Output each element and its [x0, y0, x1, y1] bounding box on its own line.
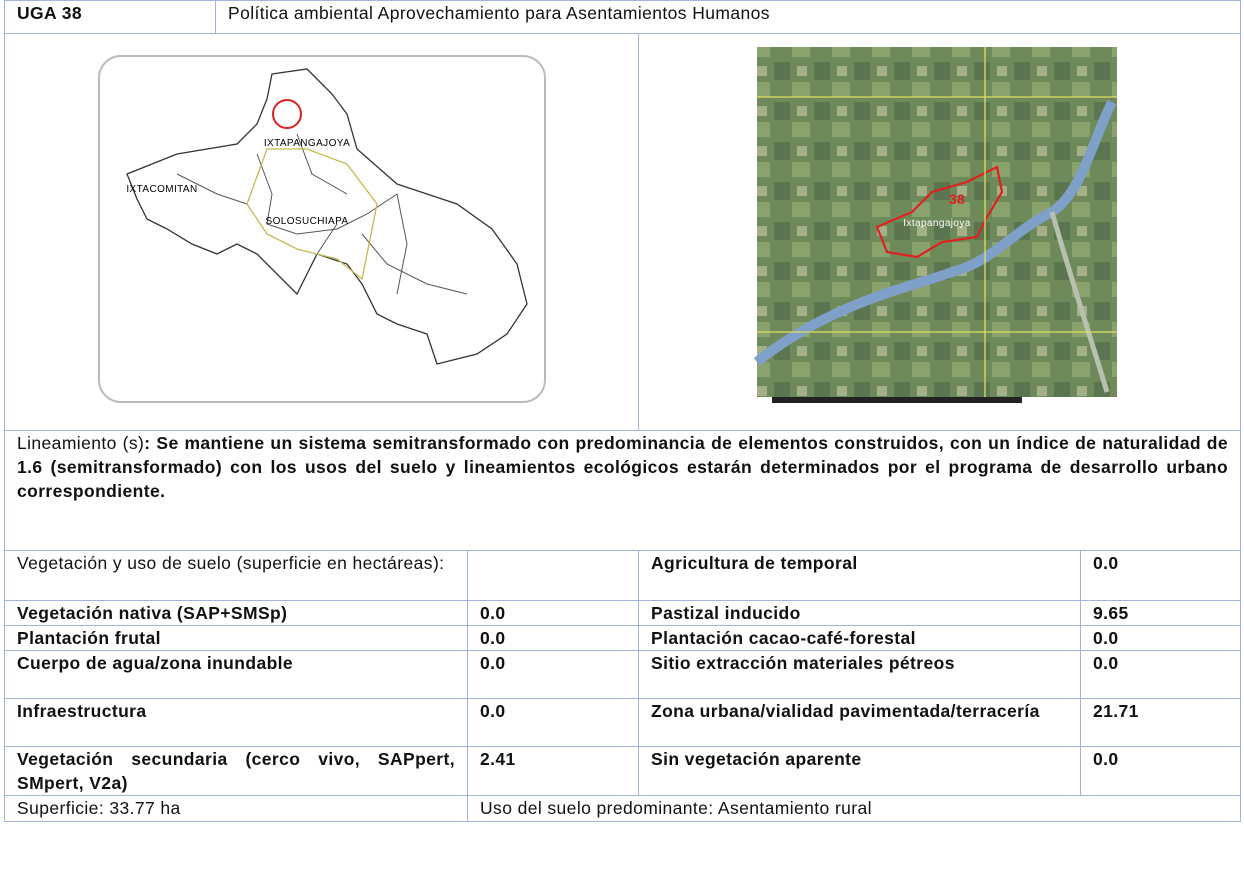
land-use-name: Pastizal inducido — [638, 600, 1081, 626]
land-use-value: 0.0 — [467, 698, 639, 747]
uga-code: UGA 38 — [4, 0, 216, 34]
land-use-value: 0.0 — [467, 625, 639, 651]
land-use-heading: Vegetación y uso de suelo (superficie en… — [4, 550, 468, 601]
land-use-value: 0.0 — [1079, 625, 1242, 651]
land-use-value: 9.65 — [1079, 600, 1242, 626]
predominant-use: Uso del suelo predominante: Asentamiento… — [466, 795, 1242, 822]
land-use-value: 0.0 — [1079, 746, 1242, 796]
land-use-name: Sin vegetación aparente — [638, 746, 1081, 796]
place-label: Ixtapangajoya — [903, 218, 971, 229]
location-map: IXTAPANGAJOYA IXTACOMITAN SOLOSUCHIAPA — [97, 55, 546, 403]
land-use-name: Vegetación secundaria (cerco vivo, SAPpe… — [4, 746, 468, 796]
land-use-value: 0.0 — [467, 650, 639, 699]
policy-title: Política ambiental Aprovechamiento para … — [214, 0, 1242, 34]
land-use-name: Plantación cacao-café-forestal — [638, 625, 1081, 651]
satellite-map-cell: 38 Ixtapangajoya — [637, 33, 1242, 431]
unit-label: 38 — [949, 191, 965, 207]
map-label: IXTAPANGAJOYA — [263, 138, 349, 149]
guideline-label: Lineamiento (s) — [17, 433, 145, 453]
land-use-value: 0.0 — [1079, 550, 1242, 601]
map-label: IXTACOMITAN — [126, 184, 197, 195]
land-use-name: Cuerpo de agua/zona inundable — [4, 650, 468, 699]
satellite-map: 38 Ixtapangajoya — [753, 46, 1118, 403]
land-use-name: Sitio extracción materiales pétreos — [638, 650, 1081, 699]
land-use-value: 0.0 — [467, 600, 639, 626]
guideline: Lineamiento (s): Se mantiene un sistema … — [3, 430, 1242, 551]
total-area: Superficie: 33.77 ha — [4, 795, 468, 822]
land-use-name: Infraestructura — [4, 698, 468, 747]
uga-sheet: UGA 38 Política ambiental Aprovechamient… — [3, 0, 1242, 822]
land-use-value: 0.0 — [1079, 650, 1242, 699]
land-use-name: Plantación frutal — [4, 625, 468, 651]
land-use-value: 21.71 — [1079, 698, 1242, 747]
land-use-value: 2.41 — [467, 746, 639, 796]
map-label: SOLOSUCHIAPA — [265, 216, 348, 227]
land-use-name: Vegetación nativa (SAP+SMSp) — [4, 600, 468, 626]
guideline-text: : Se mantiene un sistema semitransformad… — [17, 433, 1229, 501]
location-map-cell: IXTAPANGAJOYA IXTACOMITAN SOLOSUCHIAPA — [4, 33, 639, 431]
land-use-name: Agricultura de temporal — [638, 550, 1081, 601]
land-use-name: Zona urbana/vialidad pavimentada/terrace… — [638, 698, 1081, 747]
